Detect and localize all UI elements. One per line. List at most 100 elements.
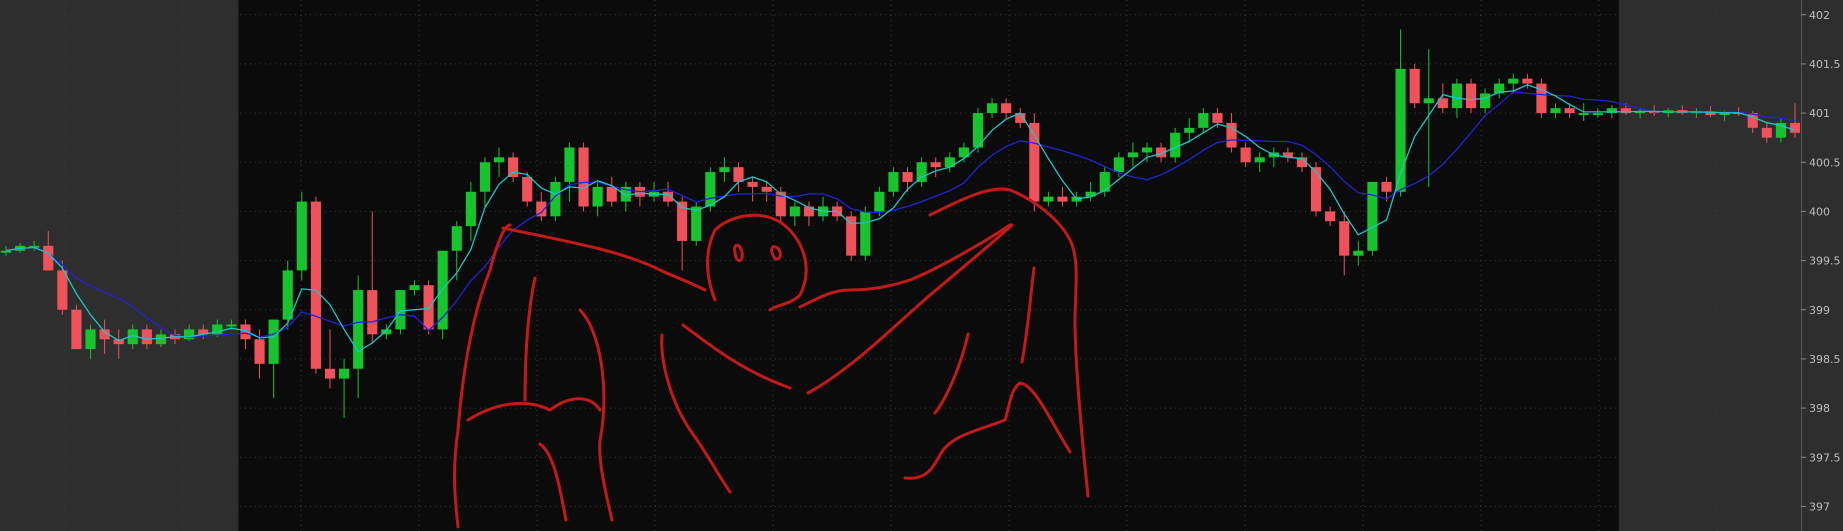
price-tick-label: 401 xyxy=(1809,107,1830,120)
moving-average-slow-line xyxy=(5,91,1796,339)
candle xyxy=(1127,142,1139,168)
candle xyxy=(1043,191,1054,207)
drawing-stroke xyxy=(466,397,602,422)
candle xyxy=(916,157,927,187)
candle-body xyxy=(972,113,984,148)
candle xyxy=(324,329,336,389)
candle xyxy=(1761,122,1772,143)
drawing-stroke xyxy=(733,243,744,263)
candle-body xyxy=(1212,113,1223,123)
candle-body xyxy=(1409,68,1420,104)
drawing-stroke xyxy=(903,381,1072,480)
candle xyxy=(99,319,110,354)
candle xyxy=(240,319,251,350)
candle-body xyxy=(705,172,716,207)
drawing-stroke xyxy=(933,332,970,415)
candle xyxy=(592,181,603,217)
candle xyxy=(902,167,913,192)
candle xyxy=(296,191,307,281)
candle-body xyxy=(1395,68,1406,192)
candle-body xyxy=(282,270,293,320)
candle xyxy=(789,201,800,227)
candle xyxy=(43,231,54,271)
candle xyxy=(395,290,406,335)
candle-body xyxy=(522,177,533,202)
candle xyxy=(620,181,631,212)
candle xyxy=(353,275,364,399)
candle xyxy=(409,280,420,295)
candle-body xyxy=(1015,113,1026,123)
candle-body xyxy=(1592,113,1603,116)
drawing-stroke xyxy=(1020,266,1036,364)
candle xyxy=(0,245,12,256)
price-tick-label: 400 xyxy=(1809,205,1830,218)
candle-body xyxy=(1465,83,1477,109)
drawing-stroke xyxy=(660,333,732,494)
candle xyxy=(198,324,209,340)
candle-body xyxy=(1141,147,1153,153)
candle-body xyxy=(1282,152,1293,158)
drawing-stroke xyxy=(706,213,808,312)
candle xyxy=(874,186,885,217)
candle-body xyxy=(339,368,350,379)
candle xyxy=(1339,211,1350,276)
candle-body xyxy=(1170,132,1181,158)
candle xyxy=(465,181,476,241)
price-axis: 402 401.5 401 400.5 400 399.5 399 398.5 398 397.5… xyxy=(1801,0,1843,531)
candle-body xyxy=(1437,98,1448,109)
candle xyxy=(1184,118,1195,143)
candle xyxy=(423,280,434,335)
candle-body xyxy=(324,368,336,379)
candle xyxy=(1310,162,1322,217)
candle-body xyxy=(1113,157,1124,173)
candle-body xyxy=(268,319,279,364)
candle xyxy=(1550,103,1561,118)
candle-body xyxy=(85,329,96,350)
candle xyxy=(1480,88,1491,114)
candle xyxy=(564,142,575,202)
price-tick-label: 399.5 xyxy=(1809,255,1841,268)
candle-body xyxy=(803,206,815,217)
candle xyxy=(29,240,40,251)
candle-body xyxy=(789,206,800,217)
candle-body xyxy=(874,191,885,212)
candle-body xyxy=(1057,196,1068,202)
price-tick-label: 398.5 xyxy=(1809,353,1841,366)
candle-body xyxy=(1310,167,1322,212)
candle-body xyxy=(240,324,251,340)
candle xyxy=(508,152,519,182)
candle-body xyxy=(1494,83,1505,94)
candle-body xyxy=(536,201,547,217)
price-tick-label: 400.5 xyxy=(1809,156,1841,169)
candle-body xyxy=(1522,78,1533,84)
candle xyxy=(677,196,688,271)
candle-body xyxy=(127,329,138,345)
candle-body xyxy=(1536,83,1547,114)
candle xyxy=(522,172,533,207)
candle xyxy=(1156,142,1167,163)
drawing-stroke xyxy=(681,323,792,390)
candle-body xyxy=(1226,122,1237,148)
candle-body xyxy=(1578,113,1589,116)
candle xyxy=(803,201,815,227)
candle-body xyxy=(564,147,575,182)
candle-body xyxy=(1325,211,1336,222)
candle-body xyxy=(775,191,786,217)
candle xyxy=(339,358,350,418)
candle-body xyxy=(1127,152,1139,158)
candle-body xyxy=(1254,157,1265,163)
candle xyxy=(57,260,68,315)
candle-body xyxy=(1198,113,1209,128)
candle xyxy=(1522,73,1533,89)
candle-body xyxy=(43,245,54,271)
candle-body xyxy=(662,191,674,202)
candle xyxy=(1198,108,1209,133)
candle xyxy=(1437,83,1448,114)
candle-body xyxy=(846,216,857,256)
candle xyxy=(1015,108,1026,128)
candle xyxy=(578,142,589,212)
candle-body xyxy=(747,181,758,187)
candle xyxy=(310,196,321,374)
